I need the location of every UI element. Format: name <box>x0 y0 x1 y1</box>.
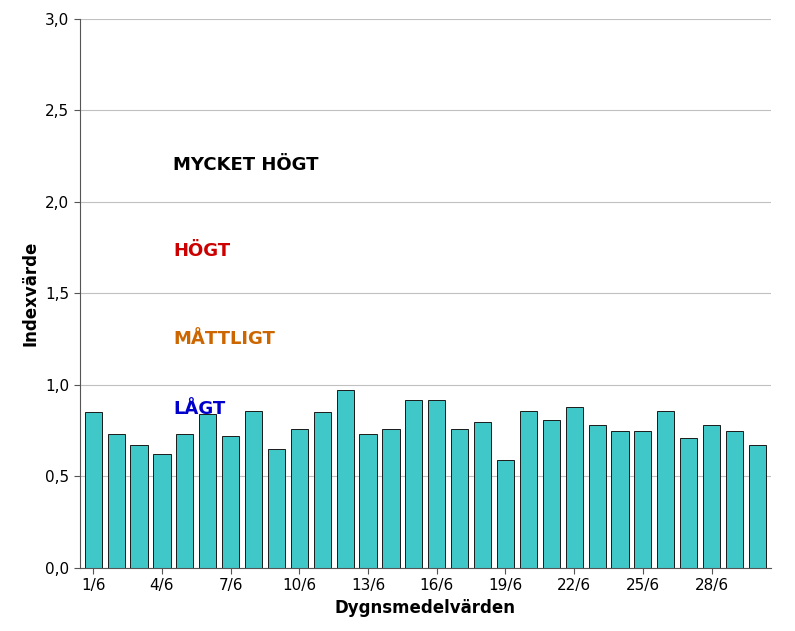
Bar <box>543 420 560 568</box>
Bar <box>680 438 697 568</box>
Bar <box>336 391 354 568</box>
Bar <box>588 425 606 568</box>
Bar <box>153 454 171 568</box>
Bar <box>451 429 468 568</box>
Bar <box>222 436 239 568</box>
Text: MYCKET HÖGT: MYCKET HÖGT <box>173 156 319 174</box>
Bar <box>657 411 674 568</box>
Bar <box>749 445 766 568</box>
Bar <box>429 399 445 568</box>
Bar <box>84 413 102 568</box>
Bar <box>245 411 262 568</box>
Bar <box>520 411 537 568</box>
Text: HÖGT: HÖGT <box>173 242 231 261</box>
Bar <box>200 414 216 568</box>
Bar <box>130 445 148 568</box>
Bar <box>176 434 193 568</box>
X-axis label: Dygnsmedelvärden: Dygnsmedelvärden <box>335 599 516 617</box>
Bar <box>291 429 308 568</box>
Bar <box>107 434 125 568</box>
Bar <box>611 431 629 568</box>
Bar <box>405 399 422 568</box>
Bar <box>382 429 400 568</box>
Bar <box>634 431 651 568</box>
Bar <box>497 460 514 568</box>
Bar <box>726 431 743 568</box>
Text: MÅTTLIGT: MÅTTLIGT <box>173 330 275 348</box>
Bar <box>268 449 285 568</box>
Bar <box>703 425 720 568</box>
Bar <box>314 413 331 568</box>
Y-axis label: Indexvärde: Indexvärde <box>21 241 39 346</box>
Text: LÅGT: LÅGT <box>173 399 226 418</box>
Bar <box>359 434 377 568</box>
Bar <box>474 422 491 568</box>
Bar <box>565 407 583 568</box>
